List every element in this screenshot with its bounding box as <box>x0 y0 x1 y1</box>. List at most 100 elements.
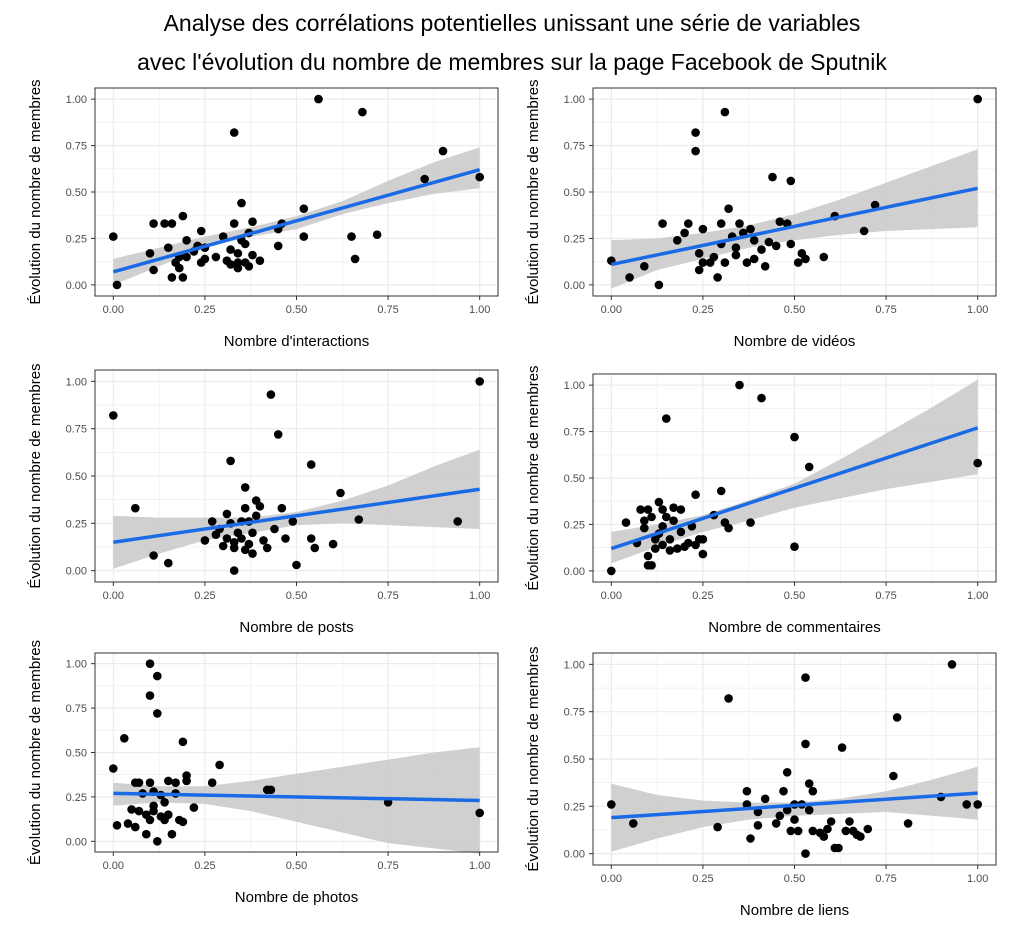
data-point <box>142 829 151 839</box>
data-point <box>947 660 957 669</box>
data-point <box>673 236 682 245</box>
data-point <box>175 263 184 273</box>
data-point <box>211 252 221 262</box>
data-point <box>859 226 869 236</box>
data-point <box>676 527 686 537</box>
data-point <box>310 543 320 553</box>
data-point <box>662 512 671 522</box>
data-point <box>153 837 162 846</box>
data-point <box>167 273 177 282</box>
data-point <box>145 249 155 258</box>
data-point <box>149 219 158 228</box>
data-point <box>973 458 982 468</box>
y-tick-label: 0.75 <box>564 141 585 153</box>
data-point <box>248 528 257 538</box>
x-tick-label: 1.00 <box>469 860 490 872</box>
x-tick-label: 0.25 <box>194 860 215 872</box>
data-point <box>131 822 140 832</box>
data-point <box>306 460 316 469</box>
regression-line <box>610 426 979 551</box>
data-point <box>903 819 913 828</box>
data-point <box>746 834 755 843</box>
data-point <box>299 204 309 213</box>
data-point <box>647 561 656 570</box>
data-point <box>889 771 898 781</box>
data-point <box>753 821 763 830</box>
data-point <box>262 543 272 553</box>
x-tick-label: 0.75 <box>875 590 896 602</box>
data-point <box>248 217 257 226</box>
data-point <box>643 551 653 561</box>
y-axis-label: Évolution du nombre de membres <box>27 79 44 304</box>
data-point <box>790 432 799 442</box>
data-point <box>160 219 169 228</box>
data-point <box>149 806 158 816</box>
data-point <box>786 176 796 186</box>
x-axis-label: Nombre de commentaires <box>708 619 881 636</box>
data-point <box>845 817 854 826</box>
data-point <box>694 265 704 275</box>
data-point <box>731 243 741 252</box>
data-point <box>764 237 774 247</box>
data-point <box>698 535 708 544</box>
y-tick-label: 0.75 <box>66 424 87 436</box>
data-point <box>691 128 700 137</box>
data-point <box>801 254 810 264</box>
x-tick-label: 0.25 <box>692 590 713 602</box>
data-point <box>804 462 814 472</box>
y-tick-label: 0.50 <box>66 471 87 483</box>
data-point <box>145 815 155 825</box>
data-point <box>372 230 382 239</box>
data-point <box>607 566 616 576</box>
data-point <box>200 536 210 545</box>
data-point <box>775 811 785 821</box>
data-point <box>328 539 338 549</box>
panel-photos: 0.00 0.00 0.25 0.25 0.50 0.50 0.75 0.75 1.00 1.00… <box>27 640 499 906</box>
x-axis-label: Nombre de vidéos <box>734 333 856 350</box>
x-tick-label: 0.50 <box>286 860 307 872</box>
data-point <box>244 262 254 271</box>
data-point <box>171 778 180 787</box>
data-point <box>607 800 616 809</box>
x-tick-label: 1.00 <box>469 590 490 602</box>
data-point <box>662 414 671 423</box>
data-point <box>164 776 173 786</box>
data-point <box>643 505 653 514</box>
regression-line <box>112 168 481 274</box>
regression-line <box>611 791 978 820</box>
data-point <box>742 786 752 796</box>
data-point <box>248 250 257 260</box>
data-point <box>724 204 733 213</box>
data-point <box>200 254 210 264</box>
data-point <box>760 262 770 271</box>
x-tick-label: 0.00 <box>601 304 622 316</box>
data-point <box>819 252 829 262</box>
x-axis-label: Nombre d'interactions <box>224 333 369 350</box>
data-point <box>749 236 759 245</box>
x-tick-label: 0.00 <box>601 590 622 602</box>
data-point <box>669 516 678 525</box>
x-tick-label: 0.75 <box>875 873 896 885</box>
data-point <box>684 219 693 228</box>
chart-title-line-2: avec l'évolution du nombre de membres su… <box>137 49 887 75</box>
data-point <box>178 817 188 827</box>
data-point <box>189 803 199 812</box>
panel-videos: 0.00 0.00 0.25 0.25 0.50 0.50 0.75 0.75 1.00 1.00… <box>525 79 997 350</box>
panel-commentaires: 0.00 0.00 0.25 0.25 0.50 0.50 0.75 0.75 1.00 1.00… <box>525 365 997 636</box>
x-axis-label: Nombre de photos <box>235 889 358 906</box>
data-point <box>801 673 810 682</box>
data-point <box>229 128 239 137</box>
confidence-band <box>113 147 480 285</box>
y-tick-label: 0.00 <box>66 280 87 292</box>
data-point <box>713 822 722 832</box>
data-point <box>218 541 228 551</box>
data-point <box>215 760 224 770</box>
data-point <box>651 544 660 553</box>
data-point <box>768 172 777 182</box>
data-point <box>438 146 448 156</box>
data-point <box>145 659 155 668</box>
data-point <box>658 522 667 531</box>
y-tick-label: 1.00 <box>564 94 585 106</box>
data-point <box>676 505 686 514</box>
